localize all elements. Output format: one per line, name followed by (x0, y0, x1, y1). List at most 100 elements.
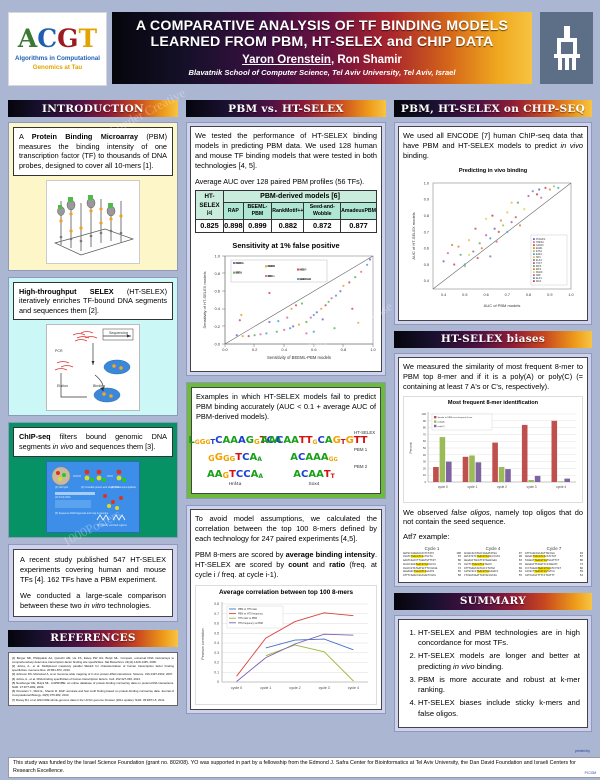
biases-box: We measured the similarity of most frequ… (398, 357, 588, 583)
middle-column: PBM vs. HT-SELEX We tested the performan… (186, 100, 386, 720)
svg-text:cycle 2: cycle 2 (497, 485, 507, 489)
logo-subtitle-line2: Genomics at Tau (15, 64, 100, 72)
panel-htselex: High-throughput SELEX (HT-SELEX) iterati… (8, 277, 178, 417)
logo-letter-t: T (79, 26, 98, 51)
auc-header-htselex-label: HT-SELEX (199, 193, 219, 208)
recent-study-text: A recent study published 547 HT-SELEX ex… (13, 549, 173, 617)
svg-text:0.1: 0.1 (214, 671, 219, 675)
atf7-sequence-blocks: AGTGCCAGGGCACCTCTATC100CGGTCTGACGTCACTGC… (403, 552, 583, 578)
sensitivity-scatter-svg: HIF2SOX18NCORE2FETS1Foxn4beadGATFACEDMHI… (195, 252, 381, 364)
svg-text:Percent: Percent (409, 443, 413, 454)
tau-emblem-icon (549, 24, 585, 72)
auc-value: 0.899 (243, 220, 272, 233)
logo-pbm1-hnf4a: GGGGTCAA (196, 445, 274, 462)
svg-text:30: 30 (423, 460, 427, 464)
svg-text:0.8: 0.8 (214, 603, 219, 607)
section-title-biases: HT-SELEX biases (394, 331, 592, 348)
sequence-block-cycle1: AGTGCCAGGGCACCTCTATC100CGGTCTGACGTCACTGC… (403, 552, 461, 578)
acgt-logo: ACGT Algorithms in Computational Genomic… (8, 12, 107, 86)
svg-text:0.9: 0.9 (547, 293, 552, 297)
svg-text:0.4: 0.4 (281, 347, 287, 352)
fail-examples-text: Examples in which HT-SELEX models fail t… (196, 392, 376, 422)
microarray-diagram-icon (47, 181, 139, 263)
panel-summary: HT-SELEX and PBM technologies are in hig… (394, 615, 592, 732)
false-oligos-text: We observed false oligos, namely top oli… (403, 508, 583, 528)
auc-header-htselex: HT-SELEX [4] (196, 190, 224, 219)
auc-table: HT-SELEX [4] PBM-derived models [6] RAP … (195, 190, 377, 233)
author-primary: Yaron Orenstein (242, 54, 331, 66)
logo-row-label-htselex: HT-SELEX (354, 431, 376, 448)
table-row: HT-SELEX [4] PBM-derived models [6] (196, 190, 377, 202)
svg-text:PBM vs HTS ratio: PBM vs HTS ratio (238, 608, 258, 611)
auc-value: 0.882 (272, 220, 304, 233)
logo-pbm2-hnf4a: AAGTCCAA (196, 462, 274, 479)
sequence-block-cycle4: ACAGCACGTGCCCGAATATGA97GGTATATCTGACGTCAG… (464, 552, 522, 578)
auc-subheader: Seed-and-Wobble (304, 203, 341, 220)
svg-text:0.2: 0.2 (214, 324, 220, 329)
svg-text:0.6: 0.6 (483, 293, 488, 297)
auc-caption: Average AUC over 128 paired PBM profiles… (195, 177, 377, 187)
svg-text:Sequencing: Sequencing (109, 331, 128, 335)
svg-text:10: 10 (423, 473, 427, 477)
tau-university-logo (540, 12, 593, 84)
chipseq-diagram-icon: (1) Cell lysis (2) Crosslink protein and… (47, 462, 139, 532)
svg-text:0: 0 (217, 681, 219, 685)
panel-correlation: To avoid model assumptions, we calculate… (186, 505, 386, 714)
htselex-cycle-illustration: Sequencing PCR Elution Binding (46, 324, 140, 411)
htselex-description: High-throughput SELEX (HT-SELEX) iterati… (13, 282, 173, 321)
selex-cycle-diagram-icon: Sequencing PCR Elution Binding (47, 325, 139, 410)
svg-text:0.8: 0.8 (424, 214, 429, 218)
panel-recent-study: A recent study published 547 HT-SELEX ex… (8, 544, 178, 622)
svg-text:100: 100 (421, 412, 426, 416)
svg-text:poly(A): poly(A) (438, 421, 445, 424)
svg-text:20: 20 (423, 467, 427, 471)
sequence-row: ATTTCAAACCGGCGGCTCACG58 (403, 574, 461, 578)
correlation-text-1: To avoid model assumptions, we calculate… (195, 514, 377, 544)
svg-text:cycle 4: cycle 4 (348, 686, 359, 690)
author-secondary: , Ron Shamir (331, 54, 402, 66)
poster-authors: Yaron Orenstein, Ron Shamir (242, 54, 402, 66)
panel-fail-examples: Examples in which HT-SELEX models fail t… (186, 382, 386, 498)
pbm-microarray-illustration (46, 180, 140, 264)
avg-correlation-chart: Average correlation between top 100 8-me… (195, 585, 377, 705)
auc-value: 0.872 (304, 220, 341, 233)
svg-text:(3) Immunoprecipitation: (3) Immunoprecipitation (111, 486, 137, 489)
svg-text:0.7: 0.7 (424, 230, 429, 234)
svg-text:0.5: 0.5 (214, 632, 219, 636)
auc-value: 0.825 (196, 220, 224, 233)
sequence-row: CTCGGTAAATTAATACCGTAA55 (464, 574, 522, 578)
svg-text:1.0: 1.0 (214, 253, 220, 258)
svg-text:0.4: 0.4 (214, 642, 219, 646)
svg-text:1.0: 1.0 (424, 181, 429, 185)
auc-subheader: AmadeusPBM (341, 203, 377, 220)
logo-label-hnf4a: Hnf4a (196, 482, 274, 488)
svg-text:90: 90 (423, 419, 427, 423)
chipseq-text: We used all ENCODE [7] human ChIP-seq da… (403, 131, 583, 161)
logo-letter-c: C (37, 26, 57, 51)
summary-item: PBM is more accurate and robust at k-mer… (418, 675, 580, 696)
svg-text:0.6: 0.6 (214, 289, 220, 294)
svg-text:0.8: 0.8 (214, 271, 220, 276)
auc-value: 0.898 (224, 220, 244, 233)
svg-text:60: 60 (423, 439, 427, 443)
right-column: PBM, HT-SELEX on CHIP-SEQ We used all EN… (394, 100, 592, 738)
svg-text:0.4: 0.4 (214, 306, 220, 311)
svg-text:0.4: 0.4 (441, 293, 446, 297)
reference-item: [1] Berger MF, Philippakis AA, Qureshi A… (12, 656, 174, 664)
svg-text:NKX6: NKX6 (268, 266, 275, 268)
pbm-description: A Protein Binding Microarray (PBM) measu… (13, 127, 173, 176)
svg-text:0: 0 (424, 480, 426, 484)
sequence-logo-group: LGGGTCAAAGGTCA GGGGTCAA AAGTCCAA Hnf4a A… (196, 428, 376, 488)
invivo-chart-title: Predicting in vivo binding (403, 165, 583, 177)
logo-column-sox4: AACAATTGCAGTGTT ACAAAGG ACAATT Sox4 (275, 428, 353, 488)
sequence-row: CATCGCGCTTTCCTCATTT52 (525, 574, 583, 578)
poster-title-line2: LEARNED FROM PBM, HT-SELEX and CHIP DATA (151, 35, 494, 51)
svg-text:Tf-bms: Tf-bms (268, 276, 276, 278)
correlation-box: To avoid model assumptions, we calculate… (190, 509, 382, 710)
svg-text:0.4: 0.4 (424, 279, 429, 283)
section-title-pbm-vs-htselex: PBM vs. HT-SELEX (186, 100, 386, 117)
pbm-vs-intro-text: We tested the performance of HT-SELEX bi… (195, 131, 377, 171)
summary-box: HT-SELEX and PBM technologies are in hig… (398, 619, 588, 728)
svg-text:PBM vs HTS frequency: PBM vs HTS frequency (238, 613, 264, 616)
logo-pbm1-sox4: ACAAAGG (275, 445, 353, 462)
